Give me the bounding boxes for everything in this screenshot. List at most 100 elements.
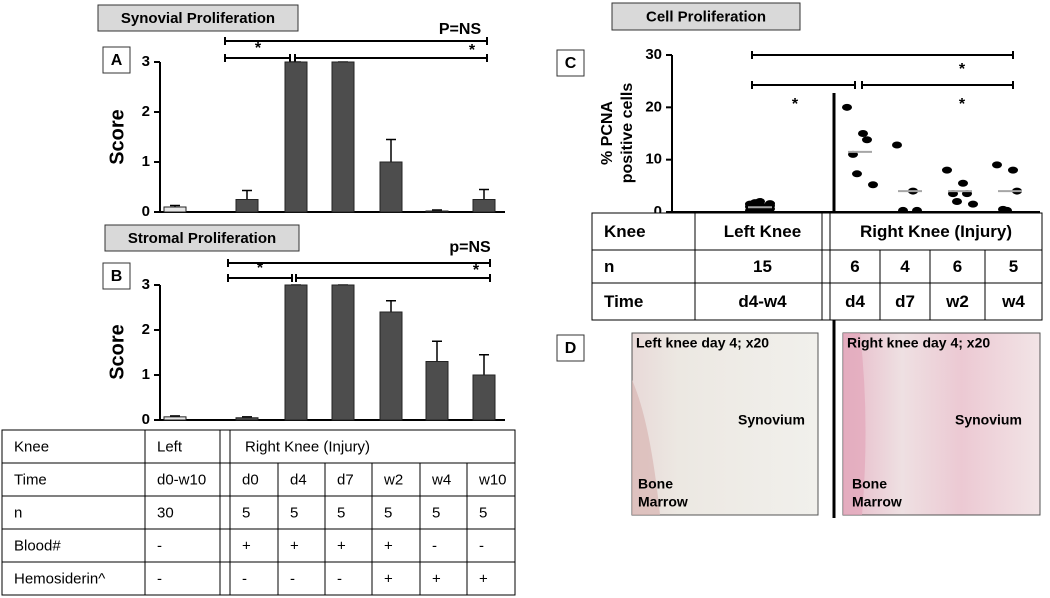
bar (379, 311, 403, 421)
table-cell: d7 (337, 471, 354, 488)
table-cell: - (157, 570, 162, 587)
table-cell: - (479, 537, 484, 554)
image-label: Marrow (638, 494, 688, 510)
panel-box (102, 46, 131, 74)
data-point (898, 206, 908, 214)
data-point (868, 181, 878, 189)
data-point (912, 206, 922, 214)
table-cell: d0-w10 (157, 471, 206, 488)
panel-box (556, 334, 585, 362)
table-cell: + (479, 570, 488, 587)
table-cell: Blood# (14, 537, 61, 554)
bar (425, 361, 449, 421)
table-cell: - (157, 537, 162, 554)
y-tick-label: 10 (645, 151, 662, 168)
panel-label: A (111, 52, 123, 69)
y-axis-label: Score (106, 324, 128, 380)
table-cell: 5 (432, 504, 440, 521)
table-cell: - (432, 537, 437, 554)
significance-label: * (473, 262, 480, 279)
chart-title: Stromal Proliferation (128, 230, 276, 247)
table-cell: 5 (1009, 257, 1018, 276)
chart-title: Cell Proliferation (646, 8, 766, 25)
image-caption: Left knee day 4; x20 (636, 335, 769, 351)
table-cell: Right Knee (Injury) (245, 438, 370, 455)
data-point (958, 179, 968, 187)
table-cell: d0 (242, 471, 259, 488)
table-cell: 5 (337, 504, 345, 521)
title-box (611, 2, 801, 31)
table-cell: w2 (945, 292, 969, 311)
table-cell: d4 (845, 292, 865, 311)
data-point (942, 166, 952, 174)
significance-label: * (959, 61, 966, 78)
data-point (992, 161, 1002, 169)
table-cell: 30 (157, 504, 174, 521)
table-cell: + (337, 537, 346, 554)
significance-label: * (792, 96, 799, 113)
y-axis-label: positive cells (619, 83, 636, 184)
bar (284, 61, 308, 213)
table-cell: d4 (290, 471, 307, 488)
bar (284, 284, 308, 421)
image-label: Bone (638, 476, 673, 492)
significance-label: * (255, 40, 262, 57)
panel-label: C (565, 55, 577, 72)
table-cell: Left (157, 438, 183, 455)
bar (235, 199, 259, 213)
panel-label: B (111, 268, 123, 285)
table-cell: d4-w4 (738, 292, 787, 311)
image-label: Marrow (852, 494, 902, 510)
y-tick-label: 0 (142, 203, 150, 220)
y-axis-label: % PCNA (599, 101, 616, 165)
table-cell: n (604, 257, 614, 276)
table-cell: + (384, 537, 393, 554)
data-point (1002, 206, 1012, 214)
bar (331, 284, 355, 421)
data-point (842, 103, 852, 111)
significance-label: p=NS (449, 239, 491, 256)
table-frame (591, 212, 1043, 321)
panel-label: D (565, 340, 577, 357)
y-axis-label: Score (106, 109, 128, 165)
table-cell: - (337, 570, 342, 587)
data-point (892, 141, 902, 149)
image-label: Synovium (738, 412, 805, 428)
table-cell: 5 (384, 504, 392, 521)
title-box (104, 224, 300, 252)
micrograph-left (631, 332, 819, 516)
data-point (858, 130, 868, 137)
image-label: Synovium (955, 412, 1022, 428)
y-tick-label: 1 (142, 153, 150, 170)
table-cell: 6 (850, 257, 859, 276)
micrograph-right (842, 332, 1041, 516)
data-point (952, 198, 962, 206)
image-label: Bone (852, 476, 887, 492)
bar (425, 210, 449, 213)
y-tick-label: 3 (142, 276, 150, 293)
panel-box (102, 262, 131, 290)
table-cell: 5 (479, 504, 487, 521)
bar (472, 374, 496, 421)
table-cell: w10 (478, 471, 507, 488)
data-point (765, 200, 775, 208)
panel-box (556, 49, 585, 77)
bar (331, 61, 355, 213)
y-tick-label: 0 (654, 203, 662, 220)
data-point (968, 200, 978, 208)
table-cell: Time (14, 471, 47, 488)
table-cell: n (14, 504, 22, 521)
bar (235, 417, 259, 421)
table-cell: w4 (1001, 292, 1025, 311)
y-tick-label: 20 (645, 98, 662, 115)
table-cell: 4 (900, 257, 910, 276)
bar (379, 161, 403, 213)
data-point (852, 170, 862, 178)
table-cell: 15 (753, 257, 772, 276)
table-cell: + (432, 570, 441, 587)
table-cell: + (384, 570, 393, 587)
table-cell: Left Knee (724, 222, 801, 241)
y-tick-label: 3 (142, 53, 150, 70)
title-box (97, 4, 299, 32)
